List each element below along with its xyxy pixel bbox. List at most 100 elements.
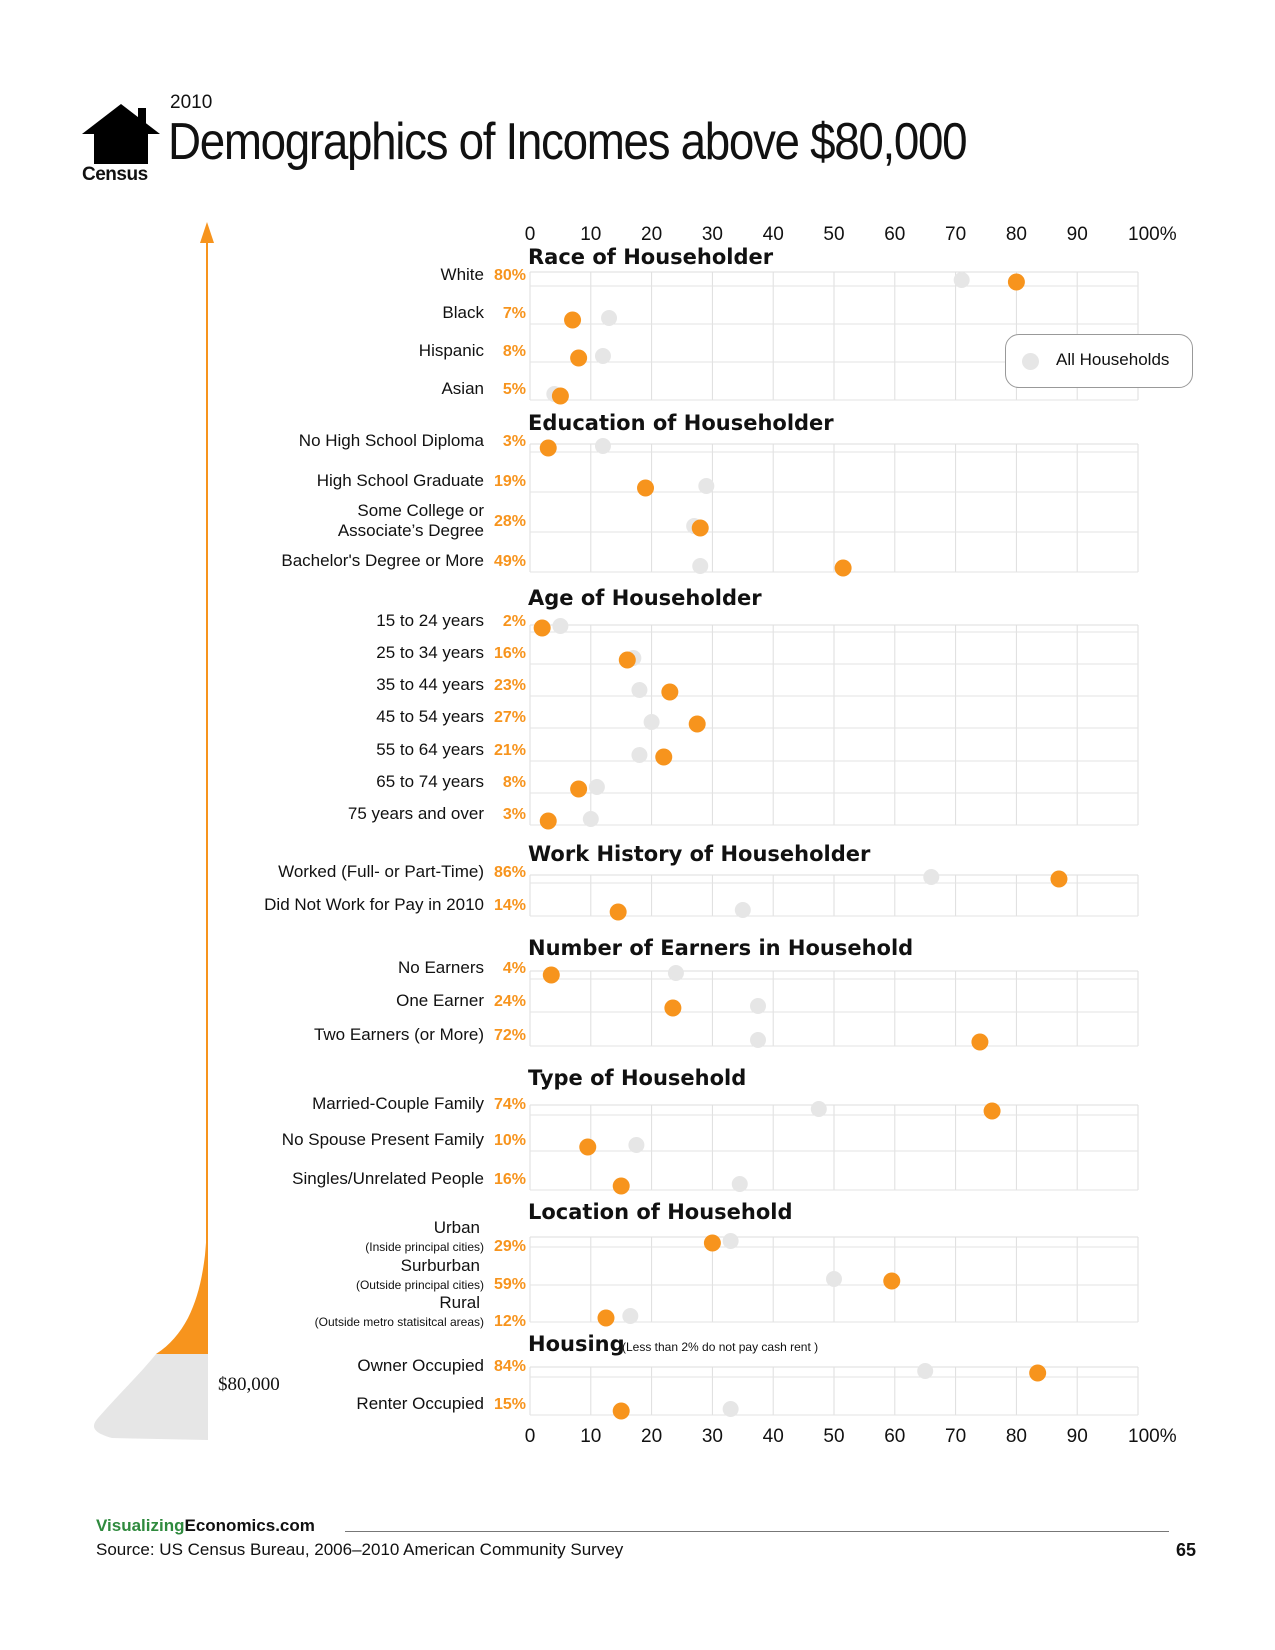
row-label: Urban <box>434 1218 480 1237</box>
row-label: Two Earners (or More) <box>314 1025 484 1044</box>
x-tick-label-top: 10 <box>580 224 601 245</box>
high-income-point <box>983 1102 1001 1120</box>
section-note: (Less than 2% do not pay cash rent ) <box>622 1340 818 1354</box>
high-income-point <box>664 999 682 1017</box>
all-households-point <box>631 747 648 763</box>
row-label: Singles/Unrelated People <box>292 1169 484 1188</box>
x-tick-label-top: 20 <box>641 224 662 245</box>
footer-source: Source: US Census Bureau, 2006–2010 Amer… <box>96 1540 624 1559</box>
x-tick-label-bottom: 80 <box>1006 1426 1027 1447</box>
row-label: 25 to 34 years <box>376 643 484 662</box>
all-households-point <box>601 310 618 326</box>
row-percent-label: 5% <box>503 381 526 398</box>
all-households-point <box>582 811 599 827</box>
row-percent-label: 10% <box>494 1132 526 1149</box>
row-label: 55 to 64 years <box>376 740 484 759</box>
row-percent-label: 21% <box>494 742 526 759</box>
row-percent-label: 86% <box>494 864 526 881</box>
high-income-point <box>564 311 582 329</box>
footer-divider <box>345 1531 1169 1532</box>
row-label: Rural <box>439 1293 480 1312</box>
row-percent-label: 74% <box>494 1096 526 1113</box>
row-label: Bachelor's Degree or More <box>281 551 484 570</box>
all-households-point <box>631 682 648 698</box>
all-households-point <box>552 618 569 634</box>
all-households-point <box>750 998 766 1014</box>
high-income-point <box>688 715 706 733</box>
x-tick-label-bottom: 100% <box>1128 1426 1177 1447</box>
x-tick-label-bottom: 10 <box>580 1426 601 1447</box>
row-percent-label: 12% <box>494 1313 526 1330</box>
all-households-point <box>588 779 605 795</box>
row-percent-label: 80% <box>494 267 526 284</box>
all-households-point <box>810 1101 827 1117</box>
high-income-point <box>612 1177 630 1195</box>
row-percent-label: 59% <box>494 1276 526 1293</box>
high-income-point <box>655 748 673 766</box>
chart-year: 2010 <box>170 92 213 113</box>
high-income-point <box>570 780 588 798</box>
row-label: 65 to 74 years <box>376 772 484 791</box>
high-income-point <box>1029 1364 1047 1382</box>
row-percent-label: 23% <box>494 677 526 694</box>
income-threshold-label: $80,000 <box>218 1374 280 1395</box>
row-label: White <box>441 265 484 284</box>
high-income-point <box>579 1138 597 1156</box>
row-percent-label: 24% <box>494 993 526 1010</box>
row-label: Asian <box>441 379 484 398</box>
row-percent-label: 72% <box>494 1027 526 1044</box>
x-tick-label-top: 0 <box>525 224 536 245</box>
high-income-point <box>551 387 569 405</box>
lower-income-distribution-area <box>93 1354 208 1440</box>
row-label: No High School Diploma <box>299 431 485 450</box>
high-income-point <box>883 1272 901 1290</box>
all-households-point <box>917 1363 934 1379</box>
row-sublabel: (Inside principal cities) <box>365 1240 484 1254</box>
x-tick-label-bottom: 40 <box>763 1426 784 1447</box>
high-income-point <box>539 439 557 457</box>
x-tick-label-top: 100% <box>1128 224 1177 245</box>
section-title: Age of Householder <box>528 586 762 610</box>
row-label: Hispanic <box>419 341 485 360</box>
row-label: Married-Couple Family <box>312 1094 484 1113</box>
section-title: Location of Household <box>528 1200 793 1224</box>
x-tick-label-bottom: 20 <box>641 1426 662 1447</box>
row-label: 45 to 54 years <box>376 707 484 726</box>
row-label: 15 to 24 years <box>376 611 484 630</box>
high-income-point <box>637 479 655 497</box>
row-label: Worked (Full- or Part-Time) <box>278 862 484 881</box>
section-title: Race of Householder <box>528 245 774 269</box>
legend-all-households-marker <box>1022 353 1039 370</box>
high-income-point <box>691 519 709 537</box>
x-tick-label-bottom: 0 <box>525 1426 536 1447</box>
high-income-point <box>542 966 560 984</box>
high-income-point <box>570 349 588 367</box>
section-title: Housing <box>528 1332 625 1356</box>
high-income-point <box>618 651 636 669</box>
high-income-distribution-area <box>156 1216 208 1354</box>
all-households-point <box>731 1176 748 1192</box>
row-label: 35 to 44 years <box>376 675 484 694</box>
all-households-point <box>750 1032 766 1048</box>
page-number: 65 <box>1176 1540 1197 1560</box>
high-income-point <box>1050 870 1068 888</box>
all-households-point <box>923 869 940 885</box>
x-tick-label-top: 60 <box>884 224 905 245</box>
x-tick-label-top: 30 <box>702 224 723 245</box>
x-tick-label-top: 80 <box>1006 224 1027 245</box>
all-households-point <box>667 965 684 981</box>
high-income-point <box>533 619 551 637</box>
house-icon <box>82 104 160 164</box>
row-percent-label: 14% <box>494 897 526 914</box>
all-households-point <box>643 714 660 730</box>
high-income-point <box>609 903 627 921</box>
row-sublabel: (Outside principal cities) <box>356 1278 484 1292</box>
row-percent-label: 8% <box>503 343 526 360</box>
high-income-point <box>1007 273 1025 291</box>
row-percent-label: 16% <box>494 645 526 662</box>
row-percent-label: 19% <box>494 473 526 490</box>
row-percent-label: 29% <box>494 1238 526 1255</box>
row-percent-label: 84% <box>494 1358 526 1375</box>
row-label: Renter Occupied <box>356 1394 484 1413</box>
row-percent-label: 8% <box>503 774 526 791</box>
